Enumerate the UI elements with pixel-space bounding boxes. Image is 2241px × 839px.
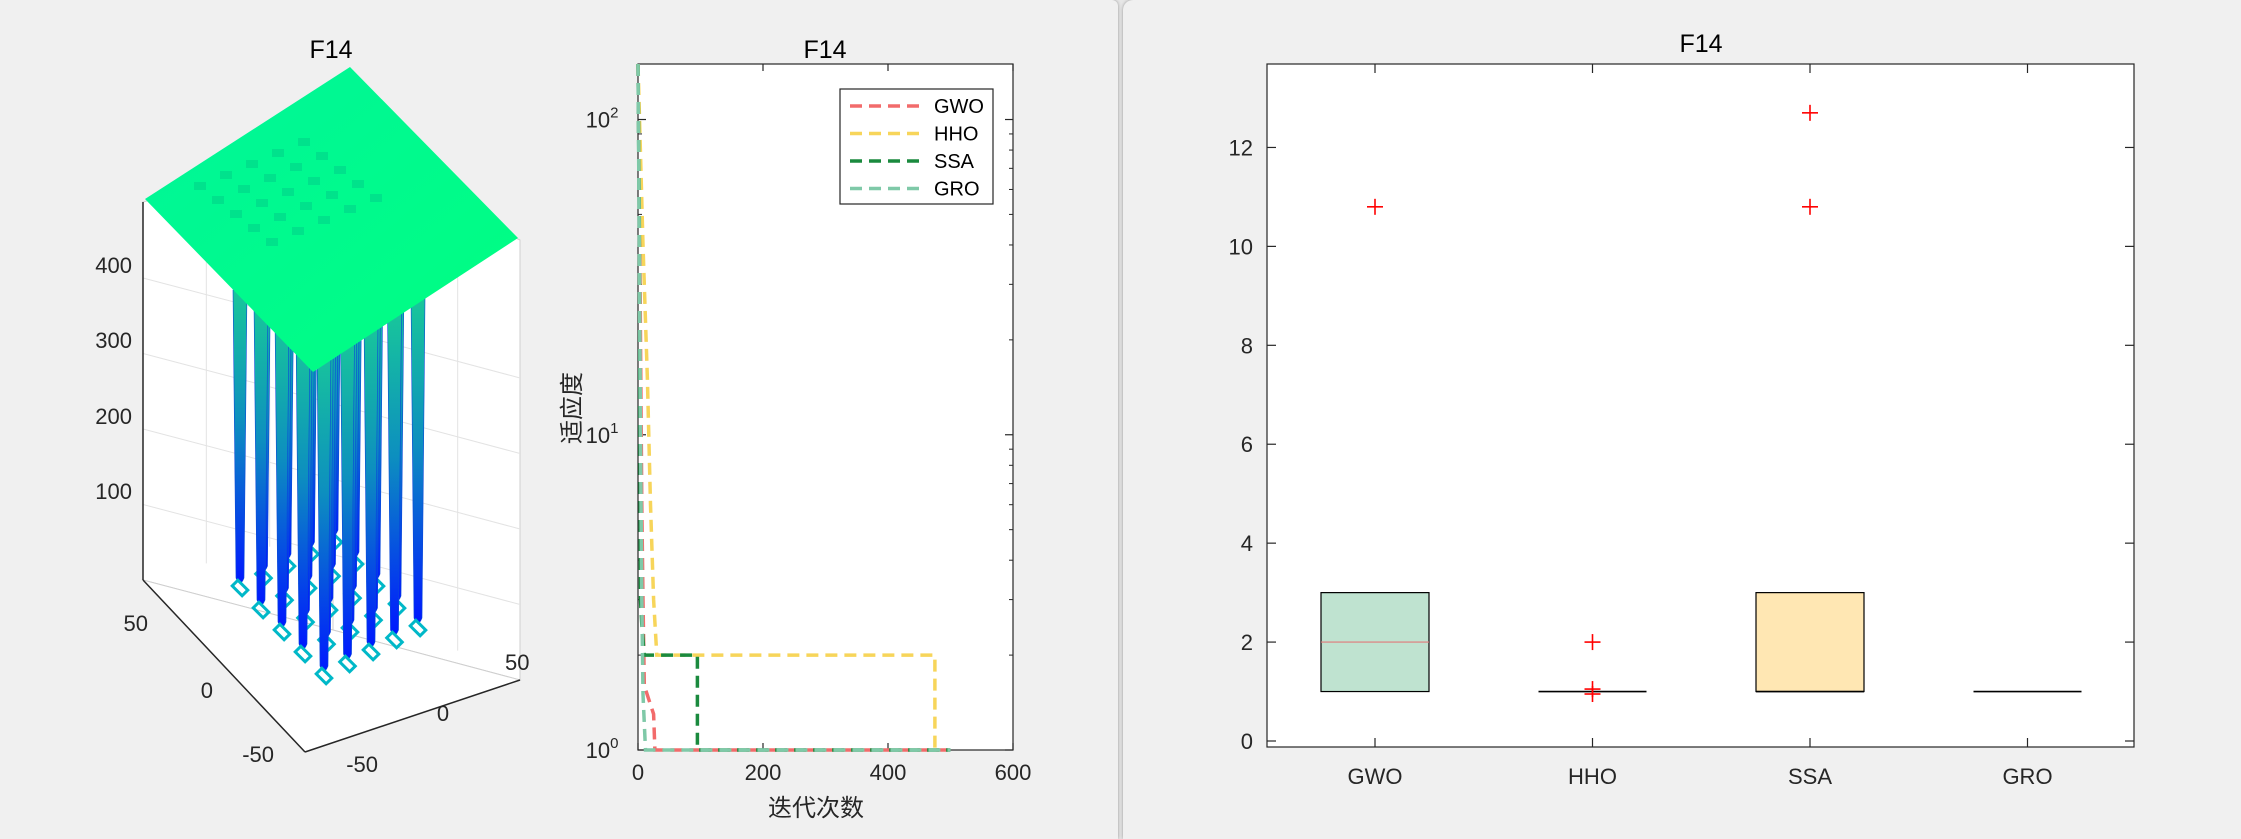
surface-dent <box>370 194 382 202</box>
y-tick-label: 4 <box>1241 531 1253 556</box>
surface-dent <box>248 224 260 232</box>
x-tick-label: 400 <box>870 760 907 785</box>
surface-dent <box>266 238 278 246</box>
convergence-series <box>636 63 951 752</box>
boxplot-title: F14 <box>1679 30 1722 58</box>
y-tick-label: 0 <box>437 701 449 726</box>
surface-dent <box>264 174 276 182</box>
surface-chart: F14 400 300 200 100 50 0 -50 -50 <box>95 36 529 777</box>
x-tick-label: 200 <box>745 760 782 785</box>
surface-dent <box>272 149 284 157</box>
convergence-title: F14 <box>803 36 846 64</box>
legend-label-gro: GRO <box>934 179 980 201</box>
surface-dent <box>246 160 258 168</box>
surface-contour <box>384 630 405 650</box>
convergence-ylabel: 适应度 <box>558 372 586 444</box>
surface-gridline <box>332 554 521 605</box>
surface-dent <box>290 163 302 171</box>
x-tick-label: 0 <box>201 678 213 703</box>
surface-contour <box>230 578 250 598</box>
figure-window-left: F14 400 300 200 100 50 0 -50 -50 <box>0 0 1118 839</box>
series-line-gro <box>636 63 951 752</box>
box-ssa <box>1755 592 1865 693</box>
surface-dents <box>194 138 382 246</box>
outlier-marker <box>1584 686 1601 703</box>
surface-dent <box>308 177 320 185</box>
z-tick-label: 400 <box>95 253 132 278</box>
surface-dent <box>292 227 304 235</box>
z-tick-label: 300 <box>95 328 132 353</box>
surface-dent <box>298 138 310 146</box>
surface-dent <box>300 202 312 210</box>
surface-contour <box>314 666 334 686</box>
surface-dent <box>318 216 330 224</box>
surface-contour <box>361 642 381 662</box>
surface-dent <box>334 166 346 174</box>
y-tick-label: 12 <box>1229 135 1253 160</box>
surface-dent <box>230 210 242 218</box>
surface-gridline <box>332 403 521 454</box>
y-tick-label: 8 <box>1241 333 1253 358</box>
z-tick-label: 200 <box>95 404 132 429</box>
x-tick-label: GRO <box>2002 764 2052 789</box>
y-tick-label: 2 <box>1241 630 1253 655</box>
x-tick-label: GWO <box>1348 764 1403 789</box>
legend-label-gwo: GWO <box>934 96 984 118</box>
surface-dent <box>316 152 328 160</box>
x-tick-label: HHO <box>1568 764 1617 789</box>
outlier-marker <box>1802 104 1818 121</box>
outlier-marker <box>1367 198 1383 215</box>
surface-dent <box>274 213 286 221</box>
x-tick-label: SSA <box>1788 764 1832 789</box>
boxplot-ticks: 0 2 4 6 8 10 12 GWO HHO SSA GRO <box>1229 64 2134 789</box>
legend-label-hho: HHO <box>934 124 978 146</box>
y-tick-label: 100 <box>586 735 619 763</box>
figure-window-right: F14 0 2 4 6 8 10 12 GWO HHO SSA GRO <box>1123 0 2241 839</box>
figure-left-canvas: F14 400 300 200 100 50 0 -50 -50 <box>95 36 1031 822</box>
boxplot-chart: F14 0 2 4 6 8 10 12 GWO HHO SSA GRO <box>1229 30 2135 789</box>
surface-contour <box>293 644 313 664</box>
x-tick-label: 50 <box>124 611 148 636</box>
surface-dent <box>238 185 250 193</box>
convergence-xlabel: 迭代次数 <box>768 794 864 822</box>
surface-contour <box>408 618 428 638</box>
outlier-marker <box>1584 634 1601 651</box>
x-tick-label: 600 <box>995 760 1032 785</box>
y-tick-label: 6 <box>1241 432 1253 457</box>
convergence-chart: F14 0 200 400 600 100 101 102 迭代次数 适应度 GWO HHO S… <box>558 36 1031 822</box>
legend-label-ssa: SSA <box>934 151 975 173</box>
surface-dent <box>212 196 224 204</box>
convergence-legend: GWO HHO SSA GRO <box>839 88 994 205</box>
y-tick-label: 101 <box>586 420 619 448</box>
y-tick-label: -50 <box>346 752 378 777</box>
x-tick-label: -50 <box>242 742 274 767</box>
z-tick-label: 100 <box>95 479 132 504</box>
x-tick-label: 0 <box>632 760 644 785</box>
surface-dent <box>344 205 356 213</box>
legend-box <box>839 88 994 205</box>
surface-dent <box>220 171 232 179</box>
surface-dent <box>194 182 206 190</box>
surface-spikes <box>230 241 428 686</box>
y-tick-label: 0 <box>1241 729 1253 754</box>
surface-contour <box>337 654 358 674</box>
surface-gridline <box>332 478 521 530</box>
surface-dent <box>282 188 294 196</box>
figure-right-canvas: F14 0 2 4 6 8 10 12 GWO HHO SSA GRO <box>1229 30 2135 789</box>
surface-contour <box>251 600 271 620</box>
surface-x-axis <box>142 579 306 753</box>
y-tick-label: 10 <box>1229 234 1253 259</box>
surface-dent <box>352 180 364 188</box>
surface-plateau <box>145 67 518 372</box>
surface-y-axis <box>304 679 521 753</box>
outlier-marker <box>1802 198 1818 215</box>
y-tick-label: 50 <box>505 650 529 675</box>
surface-dent <box>326 191 338 199</box>
surface-dent <box>256 199 268 207</box>
boxplot-marks <box>1320 104 2082 703</box>
surface-title: F14 <box>309 36 352 64</box>
surface-contour <box>272 622 292 642</box>
y-tick-label: 102 <box>586 105 619 133</box>
series-line-hho <box>636 63 937 750</box>
